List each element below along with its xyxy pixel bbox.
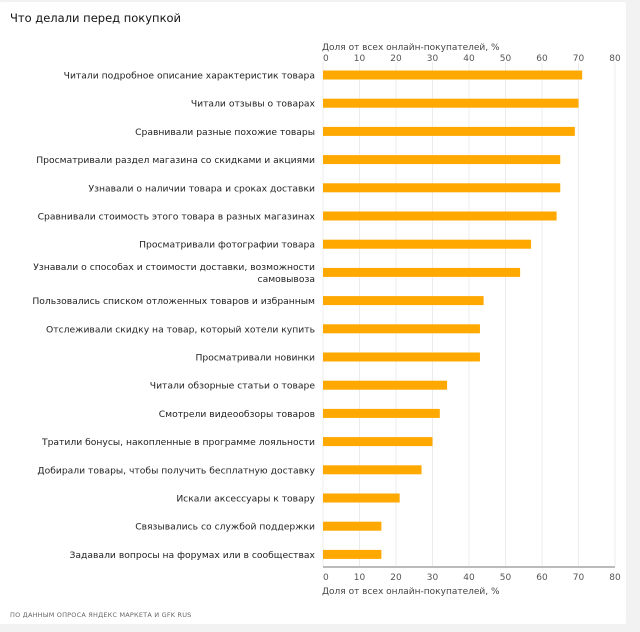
bar [323, 211, 557, 221]
bar [323, 408, 440, 418]
tick-label-top: 30 [427, 54, 439, 64]
category-label: Смотрели видеообзоры товаров [159, 409, 315, 420]
source-note: ПО ДАННЫМ ОПРОСА ЯНДЕКС МАРКЕТА И GFK RU… [10, 611, 192, 619]
category-label: Просматривали фотографии товара [139, 240, 315, 251]
x-axis-label-bottom: Доля от всех онлайн-покупателей, % [322, 587, 500, 597]
tick-label-bottom: 70 [573, 573, 585, 583]
category-label: Просматривали раздел магазина со скидкам… [36, 155, 315, 166]
tick-label-bottom: 30 [427, 573, 439, 583]
category-label: Сравнивали разные похожие товары [135, 127, 315, 138]
gridlines [322, 62, 616, 566]
tick-label-top: 20 [390, 54, 402, 64]
bar [323, 239, 532, 249]
bar [323, 465, 422, 475]
bar [323, 183, 561, 193]
tick-label-bottom: 50 [500, 573, 512, 583]
bottom-axis-ticks: 0 10 20 30 40 50 60 70 80 [323, 573, 621, 583]
category-label: Отслеживали скидку на товар, который хот… [46, 324, 315, 335]
tick-label-top: 10 [354, 54, 366, 64]
bar [323, 126, 575, 136]
category-label: Читали отзывы о товарах [191, 99, 316, 110]
tick-label-bottom: 80 [609, 573, 621, 583]
tick-label-top: 0 [323, 54, 329, 64]
category-label: Сравнивали стоимость этого товара в разн… [38, 212, 316, 223]
tick-label-top: 80 [609, 54, 621, 64]
category-labels: Читали подробное описание характеристик … [32, 71, 315, 561]
bar [323, 155, 561, 165]
category-label: Тратили бонусы, накопленные в программе … [41, 437, 315, 448]
top-axis-ticks: 0 10 20 30 40 50 60 70 80 [323, 54, 621, 64]
chart-title: Что делали перед покупкой [10, 11, 182, 25]
category-label: Просматривали новинки [196, 353, 316, 364]
x-axis-label-top: Доля от всех онлайн-покупателей, % [322, 43, 500, 53]
tick-label-top: 70 [573, 54, 585, 64]
bar [323, 267, 521, 277]
category-label: Узнавали о наличии товара и сроках доста… [88, 183, 315, 194]
category-label: Связывались со службой поддержки [135, 522, 315, 533]
tick-label-bottom: 40 [463, 573, 475, 583]
category-label: Читали подробное описание характеристик … [64, 71, 315, 82]
tick-label-top: 50 [500, 54, 512, 64]
tick-label-top: 40 [463, 54, 475, 64]
tick-label-top: 60 [536, 54, 548, 64]
tick-label-bottom: 60 [536, 573, 548, 583]
bar [323, 352, 480, 362]
tick-label-bottom: 10 [354, 573, 366, 583]
category-label: Задавали вопросы на форумах или в сообще… [70, 550, 316, 561]
bar [323, 70, 583, 80]
bar [323, 98, 579, 108]
bar [323, 549, 382, 559]
bar [323, 296, 484, 306]
category-label: Читали обзорные статьи о товаре [150, 381, 316, 392]
category-label: самовывоза [258, 274, 315, 285]
category-label: Искали аксессуары к товару [176, 494, 315, 505]
tick-label-bottom: 20 [390, 573, 402, 583]
bar [323, 380, 448, 390]
tick-label-bottom: 0 [323, 573, 329, 583]
bar [323, 521, 382, 531]
bar [323, 493, 400, 503]
category-label: Пользовались списком отложенных товаров … [32, 296, 315, 307]
bars [323, 70, 583, 559]
category-label: Узнавали о способах и стоимости доставки… [33, 262, 315, 273]
bar [323, 437, 433, 447]
category-label: Добирали товары, чтобы получить бесплатн… [37, 465, 315, 476]
bar [323, 324, 480, 334]
